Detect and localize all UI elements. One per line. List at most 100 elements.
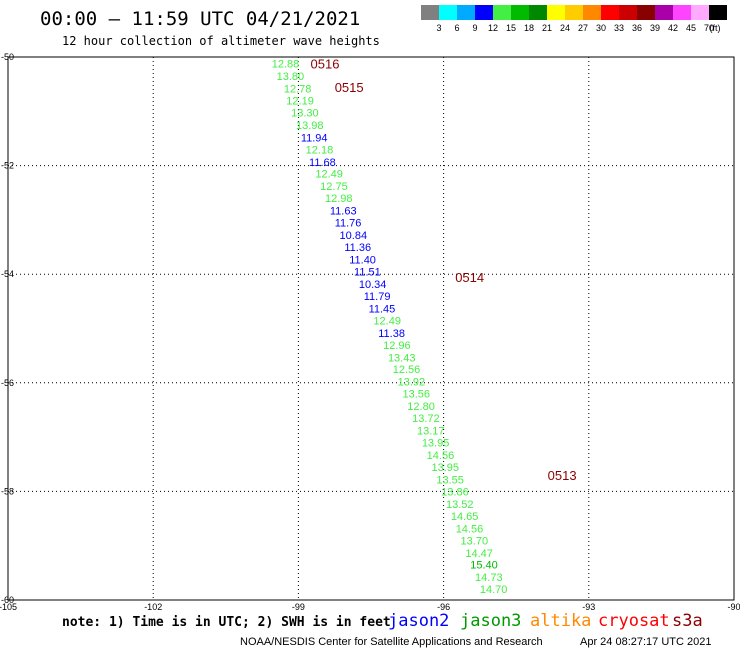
legend-label: 24	[560, 23, 570, 33]
swh-value: 13.86	[441, 486, 469, 498]
swh-value: 14.56	[427, 450, 455, 462]
x-tick-label: -99	[292, 602, 305, 612]
footer-note: note: 1) Time is in UTC; 2) SWH is in fe…	[62, 615, 391, 630]
legend-swatch	[565, 5, 583, 20]
legend-label: 6	[454, 23, 459, 33]
swh-value: 13.80	[277, 71, 305, 83]
swh-value: 11.63	[330, 206, 357, 218]
swh-value: 11.45	[369, 303, 396, 315]
swh-value: 13.98	[296, 120, 324, 132]
swh-value: 12.56	[393, 364, 421, 376]
x-tick-label: -90	[727, 602, 740, 612]
legend-swatch	[493, 5, 511, 20]
grid-lines	[8, 57, 734, 600]
swh-value: 11.76	[335, 218, 362, 230]
swh-value: 12.49	[315, 169, 343, 181]
legend-swatch	[637, 5, 655, 20]
y-tick-label: -54	[1, 269, 14, 279]
color-legend: 3 6 9 12 15 18 21 24 27 30 33 36 39 42 45 70(ft)	[421, 5, 727, 33]
y-tick-label: -52	[1, 161, 14, 171]
y-tick-label: -50	[1, 52, 14, 62]
chart-subtitle: 12 hour collection of altimeter wave hei…	[62, 34, 380, 48]
swh-value: 14.47	[465, 548, 493, 560]
swh-value: 13.70	[461, 535, 489, 547]
swh-value: 10.34	[359, 279, 387, 291]
legend-swatch	[547, 5, 565, 20]
x-tick-label: -105	[0, 602, 17, 612]
legend-swatch	[655, 5, 673, 20]
legend-label: 21	[542, 23, 552, 33]
mission-label: jason3	[460, 611, 521, 631]
swh-value: 11.38	[378, 328, 405, 340]
legend-label: 33	[614, 23, 624, 33]
swh-value: 12.88	[272, 59, 300, 71]
swh-value: 12.96	[383, 340, 411, 352]
swh-value: 13.72	[412, 413, 440, 425]
swh-value: 14.73	[475, 572, 503, 584]
legend-label: 3	[436, 23, 441, 33]
pass-label: 0513	[548, 468, 577, 483]
legend-swatch	[673, 5, 691, 20]
legend-swatch	[421, 5, 439, 20]
legend-unit: (ft)	[710, 23, 721, 33]
x-tick-label: -93	[582, 602, 595, 612]
swh-value: 12.18	[306, 144, 334, 156]
swh-value: 13.52	[446, 499, 474, 511]
legend-swatch	[601, 5, 619, 20]
swh-value: 13.56	[402, 389, 430, 401]
swh-value: 13.17	[417, 426, 445, 438]
y-tick-label: -58	[1, 486, 14, 496]
legend-label: 12	[488, 23, 498, 33]
credit-text: NOAA/NESDIS Center for Satellite Applica…	[240, 636, 543, 648]
legend-label: 70	[704, 23, 714, 33]
swh-value: 13.95	[432, 462, 460, 474]
mission-label: cryosat	[598, 611, 670, 631]
swh-value: 13.95	[422, 438, 450, 450]
x-tick-label: -102	[144, 602, 162, 612]
chart-title: 00:00 – 11:59 UTC 04/21/2021	[40, 8, 360, 30]
legend-swatch	[709, 5, 727, 20]
swh-value: 13.55	[436, 474, 464, 486]
legend-label: 36	[632, 23, 642, 33]
swh-value: 14.56	[456, 523, 484, 535]
swh-value: 14.65	[451, 511, 479, 523]
swh-value: 11.40	[349, 255, 376, 267]
timestamp-text: Apr 24 08:27:17 UTC 2021	[580, 636, 711, 648]
legend-label: 30	[596, 23, 606, 33]
legend-label: 42	[668, 23, 678, 33]
legend-swatch	[475, 5, 493, 20]
pass-label: 0514	[455, 270, 484, 285]
swh-value: 13.43	[388, 352, 416, 364]
swh-value: 12.49	[373, 315, 401, 327]
swh-value: 13.92	[398, 377, 426, 389]
swh-value: 14.70	[480, 584, 508, 596]
swh-value: 13.30	[291, 107, 319, 119]
legend-label: 39	[650, 23, 660, 33]
swh-value: 12.80	[407, 401, 435, 413]
legend-label: 27	[578, 23, 588, 33]
legend-swatch	[457, 5, 475, 20]
swh-value: 12.19	[286, 95, 314, 107]
legend-swatch	[511, 5, 529, 20]
pass-labels: 0516 0515 0514 0513	[311, 57, 577, 484]
swh-value: 11.79	[364, 291, 391, 303]
swh-value: 11.51	[354, 266, 381, 278]
legend-label: 9	[472, 23, 477, 33]
mission-label: s3a	[672, 611, 703, 631]
legend-swatch	[619, 5, 637, 20]
axis-ticks: -105 -102 -99 -96 -93 -90 -50 -52 -54 -56 -58 -60	[0, 52, 740, 612]
pass-label: 0515	[335, 80, 364, 95]
swh-value: 11.36	[344, 242, 371, 254]
legend-swatch	[529, 5, 547, 20]
y-tick-label: -60	[1, 595, 14, 605]
legend-label: 45	[686, 23, 696, 33]
swh-value: 10.84	[340, 230, 368, 242]
pass-label: 0516	[311, 57, 340, 72]
legend-label: 15	[506, 23, 516, 33]
x-tick-label: -96	[437, 602, 450, 612]
swh-values: 12.8813.8012.7812.1913.3013.9811.9412.18…	[272, 59, 508, 597]
mission-label: altika	[530, 611, 591, 631]
swh-value: 12.75	[320, 181, 348, 193]
mission-legend: jason2 jason3 altika cryosat s3a	[388, 611, 703, 631]
